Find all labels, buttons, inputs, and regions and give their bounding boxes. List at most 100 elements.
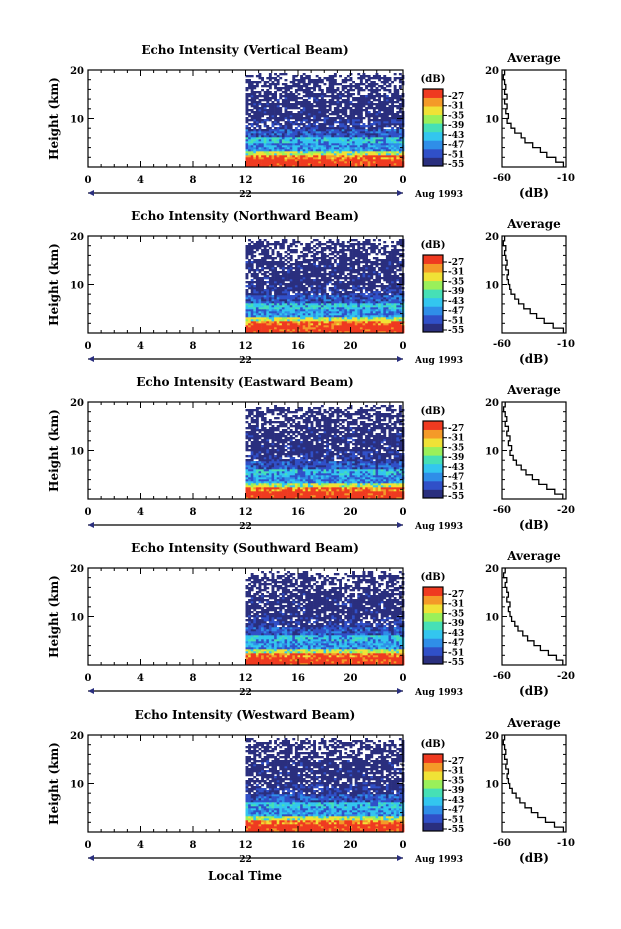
heatmap-cell (383, 135, 387, 138)
heatmap-cell (255, 309, 259, 312)
heatmap-cell (378, 275, 381, 278)
heatmap-cell (362, 265, 366, 268)
heatmap-cell (344, 119, 348, 122)
heatmap-cell (383, 323, 387, 326)
heatmap-cell (365, 259, 368, 262)
heatmap-cell (284, 313, 288, 316)
heatmap-cell (346, 295, 350, 298)
heatmap-cell (388, 289, 392, 292)
heatmap-cell (245, 111, 249, 114)
heatmap-cell (307, 79, 311, 82)
heatmap-cell (328, 311, 332, 314)
heatmap-cell (346, 95, 350, 98)
heatmap-cell (268, 317, 272, 320)
heatmap-cell (271, 295, 275, 298)
heatmap-cell (352, 155, 355, 158)
heatmap-cell (302, 321, 306, 324)
heatmap-cell (307, 97, 311, 100)
heatmap-cell (323, 157, 327, 160)
heatmap-cell (307, 111, 311, 114)
heatmap-cell (250, 143, 254, 146)
heatmap-cell (398, 145, 402, 148)
heatmap-cell (320, 293, 324, 296)
heatmap-cell (352, 281, 355, 284)
heatmap-cell (378, 273, 381, 276)
heatmap-cell (305, 287, 309, 290)
heatmap-cell (268, 131, 272, 134)
heatmap-cell (281, 247, 285, 250)
heatmap-cell (367, 117, 371, 120)
heatmap-cell (313, 117, 316, 120)
heatmap-cell (354, 285, 358, 288)
heatmap-cell (341, 133, 345, 136)
heatmap-cell (380, 143, 384, 146)
heatmap-cell (250, 301, 254, 304)
heatmap-cell (333, 107, 337, 110)
heatmap-cell (307, 165, 311, 168)
heatmap-cell (336, 315, 340, 318)
heatmap-cell (284, 263, 288, 266)
heatmap-cell (271, 143, 275, 146)
heatmap-cell (341, 121, 345, 124)
heatmap-cell (281, 257, 285, 260)
heatmap-cell (336, 157, 340, 160)
heatmap-cell (333, 283, 337, 286)
heatmap-cell (398, 165, 402, 168)
heatmap-cell (310, 331, 314, 334)
heatmap-cell (250, 89, 254, 92)
heatmap-cell (279, 263, 283, 266)
heatmap-cell (383, 301, 387, 304)
heatmap-cell (289, 149, 293, 152)
heatmap-cell (276, 103, 280, 106)
heatmap-cell (255, 301, 259, 304)
heatmap-cell (315, 117, 319, 120)
heatmap-cell (271, 101, 275, 104)
heatmap-cell (331, 317, 335, 320)
heatmap-cell (341, 131, 345, 134)
heatmap-cell (287, 143, 290, 146)
heatmap-cell (375, 327, 379, 330)
heatmap-cell (370, 251, 374, 254)
heatmap-cell (258, 309, 262, 312)
heatmap-cell (279, 327, 283, 330)
heatmap-cell (287, 313, 290, 316)
heatmap-cell (323, 309, 327, 312)
heatmap-cell (261, 155, 264, 158)
heatmap-cell (370, 245, 374, 248)
heatmap-cell (359, 303, 363, 306)
heatmap-cell (323, 159, 327, 162)
heatmap-cell (279, 93, 283, 96)
heatmap-cell (398, 315, 402, 318)
heatmap-cell (385, 301, 389, 304)
heatmap-cell (393, 321, 397, 324)
heatmap-cell (333, 161, 337, 164)
heatmap-cell (248, 239, 251, 242)
heatmap-cell (276, 143, 280, 146)
heatmap-cell (271, 133, 275, 136)
heatmap-cell (398, 111, 402, 114)
heatmap-cell (372, 123, 376, 126)
heatmap-cell (367, 85, 371, 88)
heatmap-cell (352, 323, 355, 326)
heatmap-cell (271, 329, 275, 332)
heatmap-cell (378, 133, 381, 136)
heatmap-cell (315, 317, 319, 320)
heatmap-cell (372, 243, 376, 246)
heatmap-cell (349, 253, 353, 256)
heatmap-cell (250, 159, 254, 162)
heatmap-cell (315, 151, 319, 154)
heatmap-cell (294, 285, 298, 288)
heatmap-cell (313, 295, 316, 298)
heatmap-cell (315, 127, 319, 130)
heatmap-cell (276, 121, 280, 124)
heatmap-cell (245, 303, 249, 306)
heatmap-cell (279, 135, 283, 138)
heatmap-cell (271, 313, 275, 316)
heatmap-cell (289, 255, 293, 258)
heatmap-cell (276, 149, 280, 152)
heatmap-cell (315, 139, 319, 142)
heatmap-cell (370, 101, 374, 104)
heatmap-cell (318, 117, 322, 120)
heatmap-cell (326, 323, 329, 326)
heatmap-cell (263, 273, 267, 276)
